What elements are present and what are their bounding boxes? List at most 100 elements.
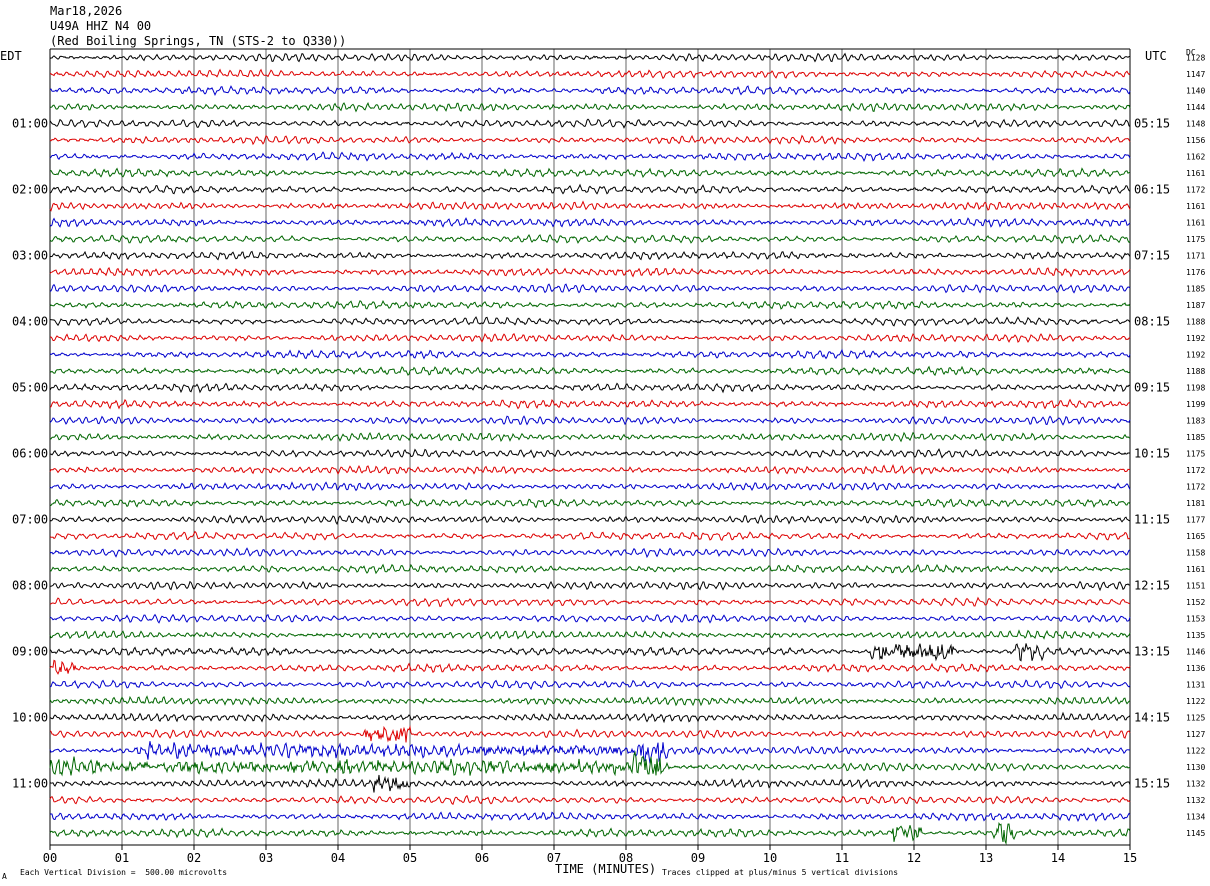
trace-row xyxy=(49,596,1130,608)
trace-row xyxy=(49,101,1131,113)
trace-row xyxy=(49,234,1131,244)
trace-row xyxy=(49,530,1131,541)
dc-offset-value: 1175 xyxy=(1186,235,1205,244)
left-timezone-label: EDT xyxy=(0,49,22,63)
trace-row xyxy=(49,365,1131,377)
dc-offset-value: 1162 xyxy=(1186,153,1205,162)
dc-offset-value: 1171 xyxy=(1186,252,1205,261)
trace-row xyxy=(49,821,1131,846)
dc-offset-value: 1148 xyxy=(1186,120,1205,129)
edt-hour-label: 01:00 xyxy=(12,117,48,131)
dc-offset-value: 1172 xyxy=(1186,466,1205,475)
trace-row xyxy=(49,497,1131,509)
trace-row xyxy=(49,134,1131,146)
utc-hour-label: 09:15 xyxy=(1134,381,1170,395)
dc-offset-value: 1175 xyxy=(1186,450,1205,459)
trace-row xyxy=(49,183,1131,195)
trace-row xyxy=(49,348,1131,360)
x-tick-label: 14 xyxy=(1051,851,1065,865)
axis-labels: 00 01 02 03 04 05 06 07 08 09 10 11 12 13 14 15 1128 1147… xyxy=(12,54,1205,866)
clip-note: Traces clipped at plus/minus 5 vertical … xyxy=(662,868,899,877)
dc-offset-value: 1152 xyxy=(1186,598,1205,607)
trace-row xyxy=(49,415,1131,426)
dc-offset-value: 1172 xyxy=(1186,186,1205,195)
dc-offset-value: 1131 xyxy=(1186,681,1205,690)
x-tick-label: 04 xyxy=(331,851,345,865)
trace-row xyxy=(49,563,1131,575)
dc-offset-value: 1136 xyxy=(1186,664,1205,673)
trace-row xyxy=(49,382,1131,394)
trace-row xyxy=(49,774,1131,793)
utc-hour-label: 13:15 xyxy=(1134,645,1170,659)
trace-row xyxy=(49,613,1131,624)
trace-row xyxy=(49,431,1131,443)
trace-row xyxy=(49,643,1131,662)
dc-offset-value: 1187 xyxy=(1186,301,1205,310)
trace-row xyxy=(49,283,1131,294)
dc-offset-value: 1144 xyxy=(1186,103,1205,112)
trace-row xyxy=(49,679,1131,690)
dc-offset-value: 1158 xyxy=(1186,549,1205,558)
edt-hour-label: 09:00 xyxy=(12,645,48,659)
trace-row xyxy=(49,750,1131,777)
utc-hour-label: 14:15 xyxy=(1134,711,1170,725)
dc-offset-value: 1145 xyxy=(1186,829,1205,838)
trace-row xyxy=(49,266,1131,278)
dc-offset-value: 1172 xyxy=(1186,483,1205,492)
x-tick-label: 05 xyxy=(403,851,417,865)
edt-hour-label: 04:00 xyxy=(12,315,48,329)
dc-offset-header: DC xyxy=(1186,48,1196,57)
trace-row xyxy=(49,741,1131,764)
utc-hour-label: 12:15 xyxy=(1134,579,1170,593)
utc-hour-label: 05:15 xyxy=(1134,117,1170,131)
x-tick-label: 15 xyxy=(1123,851,1137,865)
trace-row xyxy=(49,659,1131,675)
dc-offset-value: 1177 xyxy=(1186,516,1205,525)
trace-row xyxy=(49,167,1131,178)
dc-offset-value: 1134 xyxy=(1186,813,1205,822)
trace-row xyxy=(49,464,1131,475)
dc-offset-value: 1198 xyxy=(1186,384,1205,393)
x-axis-title: TIME (MINUTES) xyxy=(555,862,657,876)
dc-offset-value: 1132 xyxy=(1186,796,1205,805)
edt-hour-label: 05:00 xyxy=(12,381,48,395)
x-tick-label: 03 xyxy=(259,851,273,865)
trace-row xyxy=(49,250,1131,261)
trace-row xyxy=(49,811,1131,822)
traces xyxy=(49,52,1131,846)
dc-offset-value: 1161 xyxy=(1186,202,1205,211)
dc-offset-value: 1153 xyxy=(1186,615,1205,624)
dc-offset-value: 1151 xyxy=(1186,582,1205,591)
trace-row xyxy=(49,299,1131,310)
trace-row xyxy=(49,711,1131,724)
grid xyxy=(49,48,1131,850)
trace-row xyxy=(49,52,1131,63)
trace-row xyxy=(49,695,1131,707)
edt-hour-label: 06:00 xyxy=(12,447,48,461)
trace-row xyxy=(49,629,1131,640)
dc-offset-value: 1147 xyxy=(1186,70,1205,79)
dc-offset-value: 1181 xyxy=(1186,499,1205,508)
dc-offset-value: 1125 xyxy=(1186,714,1205,723)
corner-mark: A xyxy=(2,872,7,881)
trace-row xyxy=(49,514,1131,526)
trace-row xyxy=(49,118,1131,129)
dc-offset-value: 1132 xyxy=(1186,780,1205,789)
x-tick-label: 01 xyxy=(115,851,129,865)
dc-offset-value: 1122 xyxy=(1186,697,1205,706)
trace-row xyxy=(49,725,1131,743)
right-timezone-label: UTC xyxy=(1145,49,1167,63)
edt-hour-label: 08:00 xyxy=(12,579,48,593)
x-tick-label: 08 xyxy=(619,851,633,865)
utc-hour-label: 15:15 xyxy=(1134,777,1170,791)
dc-offset-value: 1165 xyxy=(1186,532,1205,541)
dc-offset-value: 1156 xyxy=(1186,136,1205,145)
trace-row xyxy=(49,151,1131,163)
trace-row xyxy=(49,448,1131,459)
edt-hour-label: 02:00 xyxy=(12,183,48,197)
utc-hour-label: 07:15 xyxy=(1134,249,1170,263)
x-tick-label: 07 xyxy=(547,851,561,865)
utc-hour-label: 08:15 xyxy=(1134,315,1170,329)
dc-offset-value: 1146 xyxy=(1186,648,1205,657)
scale-note: Each Vertical Division = 500.00 microvol… xyxy=(20,868,228,877)
